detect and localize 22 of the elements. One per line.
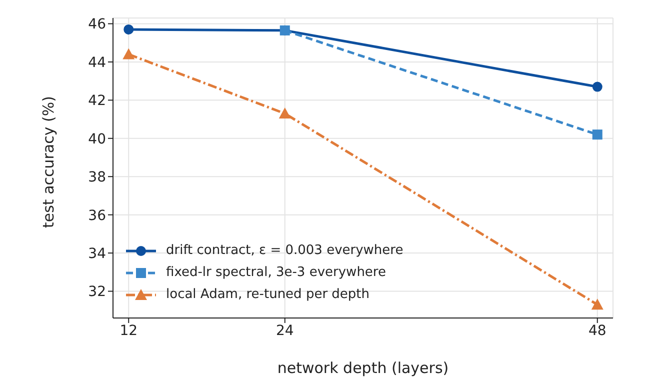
legend-label: local Adam, re-tuned per depth [166,286,370,304]
x-tick-label: 48 [588,322,606,339]
legend-label: fixed-lr spectral, 3e-3 everywhere [166,264,386,282]
y-tick-label: 38 [88,170,106,186]
x-axis-title: network depth (layers) [277,359,449,377]
y-axis-title: test accuracy (%) [39,96,58,228]
point [124,24,134,34]
y-tick-label: 44 [88,54,106,71]
point [592,82,602,92]
point [591,298,604,310]
point [278,108,291,119]
y-tick-label: 32 [88,284,106,300]
point [592,130,602,140]
y-tick-label: 34 [88,246,106,262]
x-tick-label: 12 [120,322,138,339]
y-tick-label: 46 [88,16,106,33]
y-tick-label: 42 [88,93,106,110]
y-tick-label: 40 [88,131,106,148]
point [122,48,135,60]
legend-label: drift contract, ε = 0.003 everywhere [166,242,404,260]
y-tick-label: 36 [88,208,106,224]
x-tick-label: 24 [276,322,294,339]
